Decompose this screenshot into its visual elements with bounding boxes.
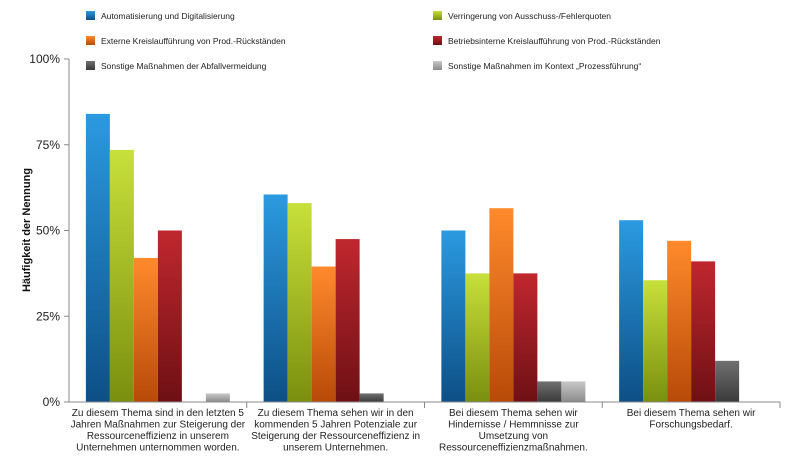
category-label-4: Bei diesem Thema sehen wir Forschungsbeda… bbox=[627, 408, 756, 431]
legend-label-2: Verringerung von Ausschuss-/Fehlerquoten bbox=[448, 11, 611, 21]
bar-4-1 bbox=[619, 220, 644, 402]
bar-2-2 bbox=[287, 203, 312, 402]
y-tick-label: 100% bbox=[29, 52, 60, 66]
category-label-2: Zu diesem Thema sehen wir in den kommende… bbox=[251, 408, 420, 454]
y-tick-label: 25% bbox=[36, 309, 60, 323]
y-axis-ticks: 0% 25% 50% 75% 100% bbox=[29, 52, 69, 409]
category-label-3: Bei diesem Thema sehen wir Hindernisse / … bbox=[439, 408, 588, 454]
bar-1-2 bbox=[109, 149, 134, 402]
bar-3-4 bbox=[513, 273, 538, 402]
legend-label-3: Externe Kreislaufführung von Prod.-Rücks… bbox=[101, 36, 286, 46]
category-labels: Zu diesem Thema sind in den letzten 5 Jah… bbox=[71, 408, 757, 454]
bar-4-2 bbox=[643, 280, 668, 402]
bar-3-3 bbox=[489, 208, 514, 402]
y-tick-label: 75% bbox=[36, 138, 60, 152]
legend: Automatisierung und Digitalisierung Verri… bbox=[86, 11, 661, 71]
bar-4-3 bbox=[667, 240, 692, 402]
bar-3-6 bbox=[561, 381, 586, 402]
legend-label-5: Sonstige Maßnahmen der Abfallvermeidung bbox=[101, 61, 267, 71]
bar-4-5 bbox=[715, 360, 740, 402]
bar-4-4 bbox=[691, 261, 716, 402]
bar-2-4 bbox=[335, 239, 360, 402]
bar-1-1 bbox=[85, 113, 110, 402]
legend-label-6: Sonstige Maßnahmen im Kontext „Prozessfü… bbox=[448, 61, 641, 71]
bar-3-5 bbox=[537, 381, 562, 402]
legend-swatch-6 bbox=[433, 61, 442, 70]
bar-2-3 bbox=[311, 266, 336, 402]
y-tick-label: 0% bbox=[43, 395, 61, 409]
legend-swatch-1 bbox=[86, 11, 95, 20]
axes bbox=[68, 59, 781, 408]
legend-label-1: Automatisierung und Digitalisierung bbox=[101, 11, 235, 21]
legend-swatch-2 bbox=[433, 11, 442, 20]
bars bbox=[85, 113, 740, 402]
legend-label-4: Betriebsinterne Kreislaufführung von Pro… bbox=[448, 36, 661, 46]
bar-1-4 bbox=[157, 230, 182, 402]
legend-swatch-3 bbox=[86, 36, 95, 45]
legend-swatch-4 bbox=[433, 36, 442, 45]
bar-2-5 bbox=[359, 393, 384, 402]
category-label-1: Zu diesem Thema sind in den letzten 5 Jah… bbox=[71, 408, 246, 454]
y-axis-label: Häufigkeit der Nennung bbox=[21, 168, 33, 292]
legend-swatch-5 bbox=[86, 61, 95, 70]
bar-3-2 bbox=[465, 273, 490, 402]
y-tick-label: 50% bbox=[36, 224, 60, 238]
bar-2-1 bbox=[263, 194, 288, 402]
bar-1-6 bbox=[205, 393, 230, 402]
bar-3-1 bbox=[441, 230, 466, 402]
bar-1-3 bbox=[133, 257, 158, 402]
